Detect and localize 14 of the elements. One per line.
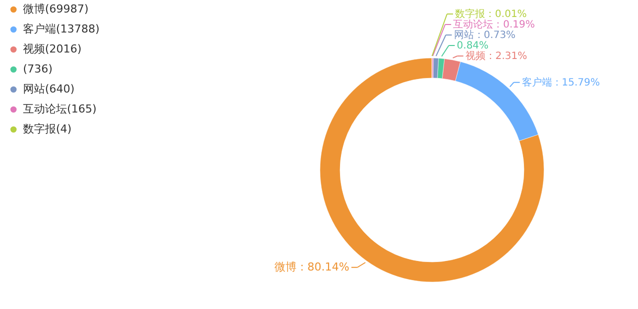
legend-label: 客户端(13788): [23, 22, 100, 36]
legend-label: 微博(69987): [23, 2, 89, 16]
data-label: 网站：0.73%: [454, 29, 516, 41]
data-label: 微博：80.14%: [274, 260, 350, 274]
legend-label: (736): [23, 62, 53, 76]
data-label: 互动论坛：0.19%: [453, 18, 535, 30]
data-label: 视频：2.31%: [465, 50, 528, 62]
legend-label: 互动论坛(165): [23, 102, 97, 116]
legend-label: 数字报(4): [23, 122, 72, 136]
legend-label: 网站(640): [23, 82, 75, 96]
data-label: 0.84%: [456, 40, 489, 52]
legend-label: 视频(2016): [23, 42, 82, 56]
data-label: 数字报：0.01%: [455, 8, 527, 20]
data-label: 客户端：15.79%: [522, 76, 600, 88]
